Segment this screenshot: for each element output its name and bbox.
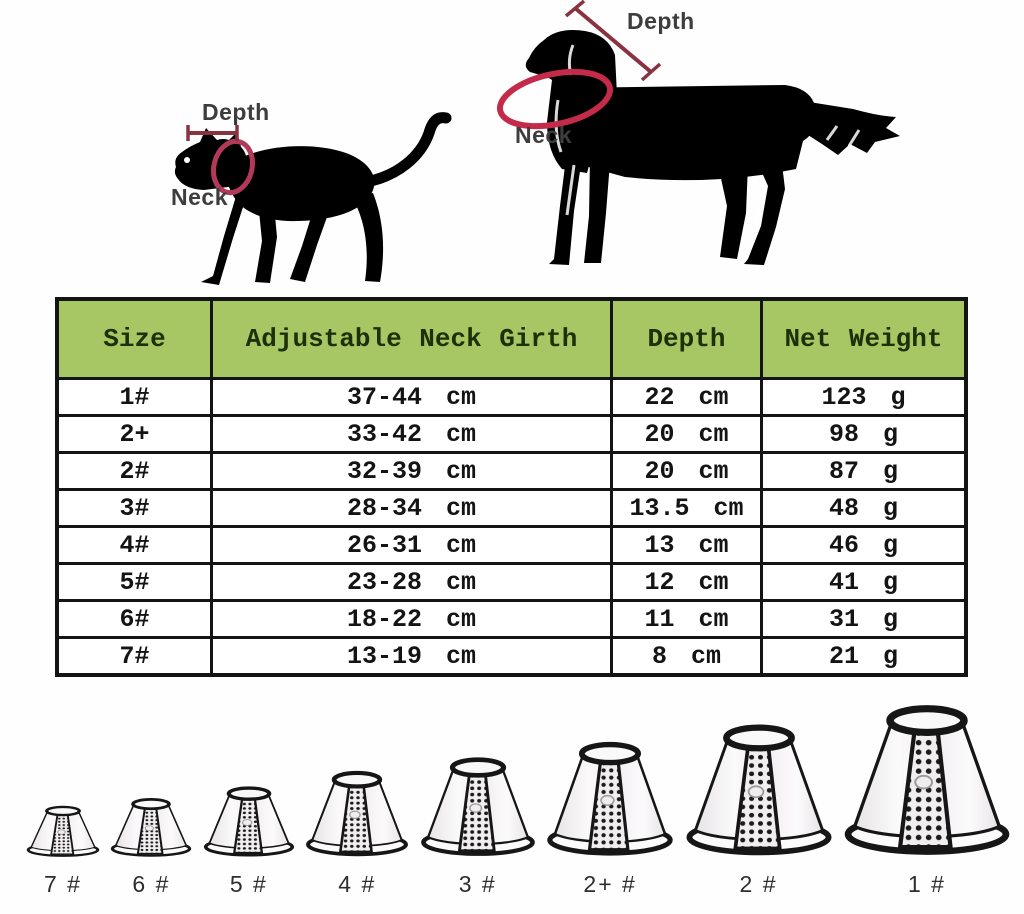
cat-silhouette xyxy=(174,112,452,285)
cell-girth: 23-28 cm xyxy=(210,562,613,602)
cone-label: 2 # xyxy=(739,871,778,897)
cell-size: 7# xyxy=(55,636,214,677)
col-header-depth: Depth xyxy=(609,297,763,380)
cell-size: 6# xyxy=(55,599,214,639)
cone-label: 5 # xyxy=(229,871,268,897)
dog-depth-label: Depth xyxy=(627,8,695,34)
table-row: 1# 37-44 cm 22 cm 123 g xyxy=(55,377,968,417)
cell-size: 2+ xyxy=(55,414,214,454)
cat-tail xyxy=(360,112,452,188)
cone-label: 3 # xyxy=(458,871,497,897)
col-header-weight: Net Weight xyxy=(759,297,968,380)
cat-measure-diagram: Depth Neck xyxy=(140,85,470,297)
cell-size: 3# xyxy=(55,488,214,528)
table-row: 6# 18-22 cm 11 cm 31 g xyxy=(55,599,968,639)
table-row: 2+ 33-42 cm 20 cm 98 g xyxy=(55,414,968,454)
dog-measure-diagram: Depth Neck xyxy=(455,0,935,296)
cell-girth: 33-42 cm xyxy=(210,414,613,454)
cell-weight: 123 g xyxy=(759,377,968,417)
size-table: Size Adjustable Neck Girth Depth Net Wei… xyxy=(55,297,968,677)
cell-depth: 22 cm xyxy=(609,377,763,417)
table-row: 2# 32-39 cm 20 cm 87 g xyxy=(55,451,968,491)
table-row: 5# 23-28 cm 12 cm 41 g xyxy=(55,562,968,602)
cell-size: 4# xyxy=(55,525,214,565)
cell-weight: 31 g xyxy=(759,599,968,639)
cell-girth: 37-44 cm xyxy=(210,377,613,417)
cell-size: 1# xyxy=(55,377,214,417)
cell-girth: 26-31 cm xyxy=(210,525,613,565)
cell-depth: 20 cm xyxy=(609,414,763,454)
cell-depth: 13 cm xyxy=(609,525,763,565)
cone-collar-icon xyxy=(420,754,536,858)
cell-depth: 12 cm xyxy=(609,562,763,602)
table-header-row: Size Adjustable Neck Girth Depth Net Wei… xyxy=(55,297,968,380)
cone-label: 7 # xyxy=(44,871,82,897)
cone-label: 4 # xyxy=(338,871,377,897)
cone-collar-icon xyxy=(685,720,833,858)
cone-size-2: 2 # xyxy=(685,720,833,899)
cell-weight: 48 g xyxy=(759,488,968,528)
cone-size-1: 1 # xyxy=(843,700,1011,899)
dog-silhouette xyxy=(496,0,900,265)
cat-neck-ring xyxy=(211,138,255,196)
dog-neck-ring xyxy=(496,68,614,130)
cell-weight: 98 g xyxy=(759,414,968,454)
cell-weight: 41 g xyxy=(759,562,968,602)
cone-collar-icon xyxy=(26,805,100,858)
cone-collar-icon xyxy=(203,784,295,858)
cat-depth-measure-line xyxy=(186,125,239,141)
cone-collar-icon xyxy=(546,738,674,858)
table-row: 3# 28-34 cm 13.5 cm 48 g xyxy=(55,488,968,528)
cone-label: 6 # xyxy=(132,871,171,897)
table-row: 7# 13-19 cm 8 cm 21 g xyxy=(55,636,968,677)
cone-size-4: 4 # xyxy=(305,768,409,899)
col-header-size: Size xyxy=(55,297,214,380)
cone-size-2plus: 2+ # xyxy=(546,738,674,899)
cat-depth-label: Depth xyxy=(202,99,270,125)
table-row: 4# 26-31 cm 13 cm 46 g xyxy=(55,525,968,565)
cell-weight: 46 g xyxy=(759,525,968,565)
dog-highlight-lines xyxy=(554,44,861,236)
cell-depth: 20 cm xyxy=(609,451,763,491)
cell-depth: 8 cm xyxy=(609,636,763,677)
cone-label: 1 # xyxy=(907,871,946,897)
cat-neck-label: Neck xyxy=(171,184,228,210)
cone-collar-icon xyxy=(111,797,192,858)
cone-size-7: 7 # xyxy=(26,804,100,899)
col-header-girth: Adjustable Neck Girth xyxy=(210,297,613,380)
cat-eye xyxy=(184,157,190,163)
dog-depth-measure-line xyxy=(564,0,662,82)
cone-size-lineup: 7 # 6 # 5 # 4 # 3 # 2+ # 2 # 1 # xyxy=(26,697,1011,899)
cone-size-6: 6 # xyxy=(110,796,192,899)
cell-size: 5# xyxy=(55,562,214,602)
cone-size-5: 5 # xyxy=(203,784,295,899)
cell-girth: 32-39 cm xyxy=(210,451,613,491)
cell-size: 2# xyxy=(55,451,214,491)
cell-weight: 21 g xyxy=(759,636,968,677)
cell-depth: 13.5 cm xyxy=(609,488,763,528)
cell-girth: 18-22 cm xyxy=(210,599,613,639)
cell-girth: 13-19 cm xyxy=(210,636,613,677)
cone-size-3: 3 # xyxy=(420,754,536,899)
cell-girth: 28-34 cm xyxy=(210,488,613,528)
cone-collar-icon xyxy=(305,768,409,858)
cone-label: 2+ # xyxy=(583,871,637,897)
dog-neck-label: Neck xyxy=(515,122,572,148)
cell-weight: 87 g xyxy=(759,451,968,491)
cone-collar-icon xyxy=(843,700,1011,858)
cell-depth: 11 cm xyxy=(609,599,763,639)
